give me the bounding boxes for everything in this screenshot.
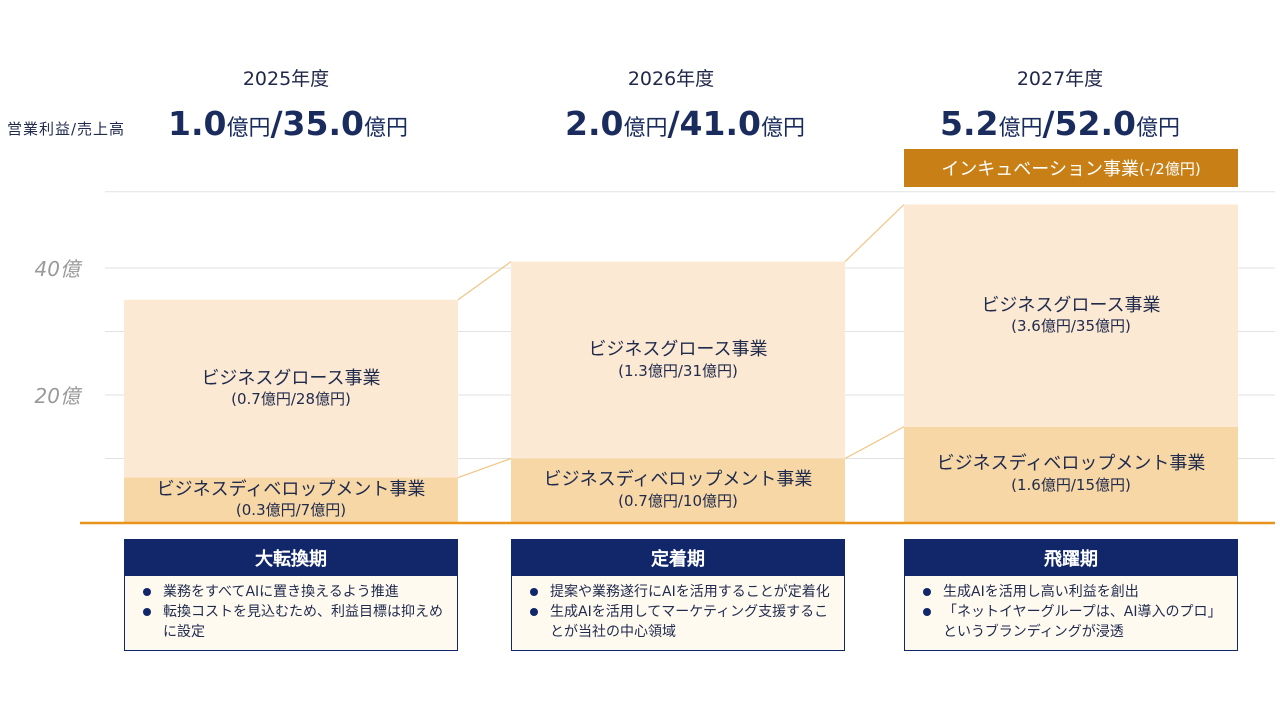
y-tick-label: 40億 [35,257,83,281]
bar-segment-growth [904,204,1238,427]
phase-bullet: 「ネットイヤーグループは、AI導入のプロ」というブランディングが浸透 [915,602,1227,642]
op-profit-value: 1.0 [168,104,227,143]
op-profit-sales-label: 営業利益/売上高 [7,120,126,138]
bar-segment-development [904,426,1238,522]
segment-name: ビジネスディベロップメント事業 [543,469,813,491]
bar-segment-growth [124,299,458,478]
segment-value: (0.3億円/7億円) [235,501,347,520]
phase-title: 飛躍期 [905,540,1237,576]
phase-bullet: 生成AIを活用し高い利益を創出 [915,582,1227,602]
phase-card-2: 定着期 提案や業務遂行にAIを活用することが定着化 生成AIを活用してマーケティ… [511,539,845,651]
connector-line [457,457,512,479]
segment-name: ビジネスディベロップメント事業 [936,453,1206,475]
unit: 億円 [760,116,805,141]
sales-value: 41.0 [679,104,761,143]
op-profit-value: 5.2 [940,104,999,143]
growth-label: ビジネスグロース事業 (0.7億円/28億円) [124,368,458,409]
bar-segment-growth [511,261,845,459]
year-label-2026: 2026年度 [627,68,715,90]
phase-bullet: 転換コストを見込むため、利益目標は抑えめに設定 [135,602,447,642]
segment-name: ビジネスグロース事業 [981,294,1161,316]
phase-bullet: 提案や業務遂行にAIを活用することが定着化 [522,582,834,602]
growth-label: ビジネスグロース事業 (3.6億円/35億円) [904,295,1238,336]
connector-line [457,261,512,301]
unit: 億円 [623,116,668,141]
segment-value: (3.6億円/35億円) [1011,317,1131,336]
bar-segment-development [511,458,845,522]
development-label: ビジネスディベロップメント事業 (0.7億円/10億円) [511,469,845,510]
connector-line [844,204,905,263]
segment-name: ビジネスグロース事業 [201,367,381,389]
y-tick-label: 20億 [35,384,83,408]
growth-label: ビジネスグロース事業 (1.3億円/31億円) [511,339,845,380]
phase-card-1: 大転換期 業務をすべてAIに置き換えるよう推進 転換コストを見込むため、利益目標… [124,539,458,651]
year-label-2027: 2027年度 [1016,68,1104,90]
segment-name: ビジネスグロース事業 [588,339,768,361]
connector-line [844,426,905,460]
unit: 億円 [998,116,1043,141]
development-label: ビジネスディベロップメント事業 (1.6億円/15億円) [904,453,1238,494]
segment-value: (0.7億円/10億円) [618,491,738,510]
unit: 億円 [363,116,408,141]
sales-value: 52.0 [1054,104,1136,143]
phase-bullet: 業務をすべてAIに置き換えるよう推進 [135,582,447,602]
phase-card-3: 飛躍期 生成AIを活用し高い利益を創出 「ネットイヤーグループは、AI導入のプロ… [904,539,1238,651]
headline-2026: 2.0億円/41.0億円 [565,104,805,143]
segment-value: (1.6億円/15億円) [1011,475,1131,494]
segment-value: (0.7億円/28億円) [231,390,351,409]
phase-title: 定着期 [512,540,844,576]
segment-name: ビジネスディベロップメント事業 [156,478,426,500]
op-profit-value: 2.0 [565,104,624,143]
headline-2027: 5.2億円/52.0億円 [940,104,1180,143]
incubation-segment: インキュベーション事業 (-/2億円) [904,149,1238,187]
unit: 億円 [226,116,271,141]
unit: 億円 [1135,116,1180,141]
sales-value: 35.0 [282,104,364,143]
phase-title: 大転換期 [125,540,457,576]
incubation-name: インキュベーション事業 [941,159,1139,180]
incubation-value: (-/2億円) [1138,159,1201,178]
segment-value: (1.3億円/31億円) [618,361,738,380]
headline-2025: 1.0億円/35.0億円 [168,104,408,143]
development-label: ビジネスディベロップメント事業 (0.3億円/7億円) [124,479,458,520]
year-label-2025: 2025年度 [242,68,330,90]
bar-segment-development [124,477,458,522]
phase-bullet: 生成AIを活用してマーケティング支援することが当社の中心領域 [522,602,834,642]
